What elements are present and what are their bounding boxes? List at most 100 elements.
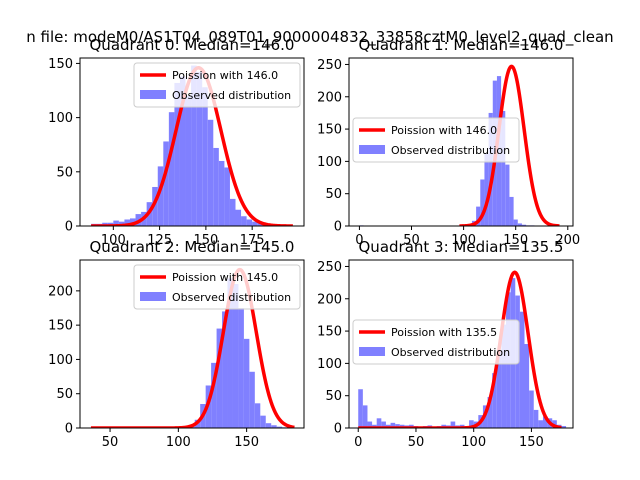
histogram-bar <box>538 420 543 428</box>
legend-label-poisson: Poission with 146.0 <box>391 124 497 137</box>
y-tick-label: 250 <box>317 58 342 73</box>
x-tick-label: 150 <box>234 435 259 450</box>
x-tick-label: 100 <box>451 233 476 248</box>
legend: Poission with 135.5 Observed distribution <box>352 319 520 365</box>
histogram-bar <box>196 72 203 226</box>
y-tick-label: 0 <box>334 422 342 437</box>
histogram-bar <box>218 160 225 226</box>
y-tick-label: 100 <box>48 111 73 126</box>
y-tick-label: 100 <box>317 357 342 372</box>
histogram-bar <box>213 147 219 226</box>
histogram-bar <box>249 371 255 428</box>
histogram-bar <box>513 219 518 226</box>
x-tick-label: 50 <box>403 233 420 248</box>
legend: Poission with 146.0 Observed distribution <box>133 62 301 108</box>
legend-box <box>133 264 301 310</box>
histogram-bar <box>265 423 272 428</box>
histogram-bar <box>271 425 277 428</box>
histogram-bar <box>529 390 534 428</box>
histogram-bar <box>509 196 514 226</box>
axes-frame <box>348 57 574 227</box>
histogram-bar <box>224 167 230 226</box>
histogram-bar <box>232 284 239 428</box>
histogram-bar <box>358 389 363 428</box>
y-tick-label: 150 <box>317 123 342 138</box>
y-tick-label: 250 <box>317 260 342 275</box>
x-tick-label: 150 <box>503 233 528 248</box>
y-tick-label: 50 <box>325 187 342 202</box>
histogram-bar <box>524 344 530 428</box>
histogram-bar <box>276 426 283 428</box>
histogram-bar <box>381 421 386 428</box>
y-tick-label: 0 <box>65 422 73 437</box>
histogram-bar <box>450 421 456 428</box>
histogram-bar <box>124 219 130 226</box>
poisson-curve <box>458 64 561 226</box>
legend-label-poisson: Poission with 145.0 <box>172 271 278 284</box>
y-tick-label: 150 <box>48 57 73 72</box>
axes-frame <box>79 57 305 227</box>
histogram-bar <box>260 415 266 428</box>
histogram-bar <box>246 219 253 226</box>
y-tick-label: 50 <box>56 387 73 402</box>
y-tick-label: 0 <box>334 220 342 235</box>
histogram-bar <box>488 112 493 226</box>
histogram-bar <box>469 420 474 428</box>
histogram-bar <box>185 95 192 226</box>
y-tick-label: 200 <box>317 292 342 307</box>
x-tick-label: 125 <box>147 233 172 248</box>
axes-frame <box>348 259 574 429</box>
histogram-bar <box>243 338 250 428</box>
subplot-quadrant-2: 50 100 150 0 50 100 150 200 Quadrant 2: Median=1… <box>48 238 305 450</box>
subplot-quadrant-1: 0 50 100 150 200 0 50 100 150 200 250 Quadrant 1: M… <box>317 36 580 248</box>
legend-box <box>352 319 520 365</box>
histogram-bar <box>235 209 242 226</box>
histogram-bar <box>484 153 489 226</box>
histogram-bar <box>163 141 169 226</box>
subplot-title: Quadrant 1: Median=146.0 <box>359 36 564 54</box>
histogram-bar <box>179 76 186 226</box>
y-tick-label: 0 <box>65 220 73 235</box>
legend-label-observed: Observed distribution <box>172 291 291 304</box>
x-tick-label: 100 <box>166 435 191 450</box>
histogram-bar <box>519 311 525 428</box>
histogram-bar <box>517 223 522 226</box>
histogram-bar <box>207 119 214 226</box>
legend-bar-swatch <box>359 145 385 154</box>
y-tick-label: 50 <box>325 389 342 404</box>
histogram-bar <box>152 186 158 226</box>
histogram-bar <box>191 65 197 226</box>
y-tick-label: 50 <box>56 165 73 180</box>
legend-label-observed: Observed distribution <box>391 346 510 359</box>
subplot-quadrant-3: 0 50 100 150 0 50 100 150 200 250 Quadrant 3: Medi… <box>317 238 574 450</box>
histogram-bar <box>238 308 244 428</box>
legend: Poission with 145.0 Observed distribution <box>133 264 301 310</box>
legend: Poission with 146.0 Observed distribution <box>352 117 520 163</box>
histogram-bar <box>476 206 481 226</box>
poisson-curve <box>90 267 296 428</box>
y-tick-label: 200 <box>317 90 342 105</box>
subplot-quadrant-0: 100 125 150 175 0 50 100 150 Quadrant 0: Median=… <box>48 36 305 248</box>
x-tick-label: 150 <box>193 233 218 248</box>
histogram-bar <box>113 220 119 226</box>
y-tick-label: 150 <box>317 325 342 340</box>
legend-label-poisson: Poission with 146.0 <box>172 69 278 82</box>
histogram-bar <box>252 221 258 226</box>
histogram-bar <box>492 373 497 428</box>
legend-label-observed: Observed distribution <box>391 144 510 157</box>
histogram-bar <box>552 420 557 428</box>
histogram-bar <box>216 328 223 428</box>
histogram-bar <box>254 403 261 428</box>
histogram-bar <box>202 87 208 226</box>
x-tick-label: 50 <box>408 435 425 450</box>
histogram-bar <box>362 405 368 428</box>
histogram-bar <box>487 396 493 428</box>
x-tick-label: 100 <box>101 233 126 248</box>
histogram-bar <box>561 426 567 428</box>
legend-bar-swatch <box>140 90 166 99</box>
histogram-bar <box>501 324 507 428</box>
histogram-bar <box>501 110 506 226</box>
y-tick-label: 150 <box>48 319 73 334</box>
histogram-bar <box>211 362 217 428</box>
